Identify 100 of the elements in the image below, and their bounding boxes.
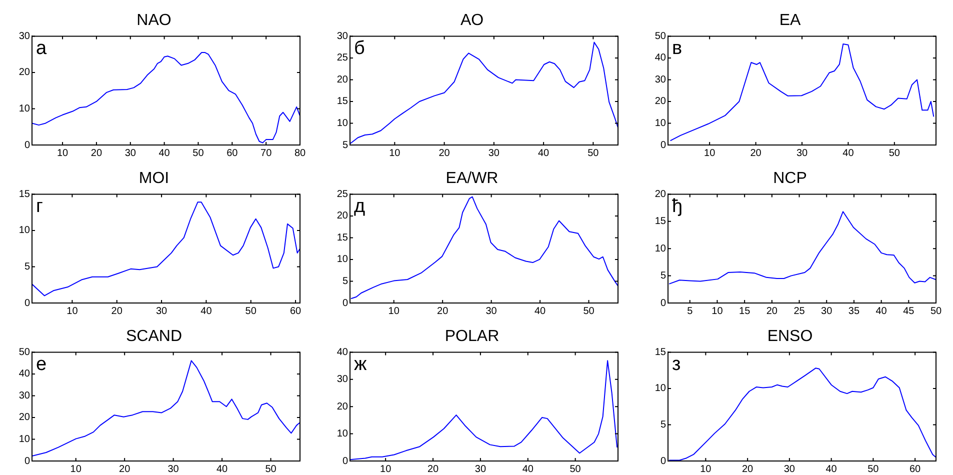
x-tick-label: 70 <box>260 148 272 159</box>
y-tick-label: 0 <box>660 298 666 309</box>
annotation: в <box>672 38 682 59</box>
x-tick-label: 10 <box>704 148 716 159</box>
y-tick-label: 15 <box>336 232 348 244</box>
annotation: а <box>36 38 47 59</box>
y-tick-label: 20 <box>336 210 348 222</box>
y-tick-label: 5 <box>24 261 30 272</box>
y-tick-label: 30 <box>336 30 348 42</box>
x-tick-label: 50 <box>888 148 900 159</box>
chart-title: NCP <box>773 170 807 188</box>
annotation: е <box>36 354 47 375</box>
x-tick-label: 45 <box>903 306 915 317</box>
x-tick-label: 40 <box>538 148 550 159</box>
x-tick-label: 20 <box>742 464 754 475</box>
x-tick-label: 20 <box>750 148 762 159</box>
annotation: з <box>672 354 681 375</box>
x-tick-label: 60 <box>290 306 302 317</box>
y-tick-label: 20 <box>336 401 348 412</box>
x-tick-label: 50 <box>192 148 204 159</box>
x-tick-label: 30 <box>784 464 796 475</box>
chart-title: MOI <box>138 170 170 188</box>
y-tick-label: 30 <box>18 390 30 402</box>
y-tick-label: 10 <box>654 118 666 129</box>
annotation: б <box>354 38 365 59</box>
chart-title: AO <box>460 12 484 30</box>
y-tick-label: 20 <box>336 74 348 86</box>
y-tick-label: 10 <box>18 434 30 445</box>
x-tick-label: 10 <box>712 306 724 317</box>
chart-title: NAO <box>136 12 172 30</box>
y-tick-label: 15 <box>18 188 30 200</box>
x-tick-label: 40 <box>534 306 546 317</box>
y-tick-label: 0 <box>660 456 666 467</box>
x-tick-label: 50 <box>570 464 582 475</box>
y-tick-label: 30 <box>654 74 666 86</box>
y-tick-label: 0 <box>24 140 30 151</box>
x-tick-label: 40 <box>200 306 212 317</box>
y-tick-label: 10 <box>336 118 348 129</box>
y-tick-label: 20 <box>654 96 666 108</box>
y-tick-label: 30 <box>336 374 348 386</box>
x-tick-label: 15 <box>739 306 751 317</box>
y-tick-label: 20 <box>18 412 30 424</box>
y-tick-label: 5 <box>342 276 348 287</box>
x-tick-label: 30 <box>124 148 136 159</box>
x-tick-label: 5 <box>687 306 694 317</box>
x-tick-label: 60 <box>910 464 922 475</box>
x-tick-label: 25 <box>794 306 806 317</box>
x-tick-label: 20 <box>111 306 123 317</box>
y-tick-label: 40 <box>18 368 30 380</box>
x-tick-label: 80 <box>294 148 306 159</box>
x-tick-label: 50 <box>245 306 257 317</box>
y-tick-label: 10 <box>18 103 30 114</box>
x-tick-label: 30 <box>796 148 808 159</box>
chart-title: EA/WR <box>446 170 498 188</box>
chart-title: ENSO <box>767 328 813 346</box>
x-tick-label: 10 <box>700 464 712 475</box>
y-tick-label: 10 <box>654 383 666 394</box>
y-tick-label: 10 <box>18 225 30 236</box>
y-tick-label: 10 <box>654 243 666 254</box>
y-tick-label: 15 <box>654 346 666 358</box>
x-tick-label: 20 <box>90 148 102 159</box>
y-tick-label: 50 <box>18 346 30 358</box>
x-tick-label: 40 <box>158 148 170 159</box>
y-tick-label: 15 <box>654 216 666 228</box>
x-tick-label: 10 <box>388 306 400 317</box>
annotation: г <box>36 196 43 217</box>
annotation: ж <box>354 354 367 375</box>
y-tick-label: 0 <box>342 298 348 309</box>
y-tick-label: 10 <box>336 254 348 266</box>
x-tick-label: 50 <box>583 306 595 317</box>
chart-title: POLAR <box>444 328 500 346</box>
y-tick-label: 5 <box>660 270 666 282</box>
annotation: д <box>354 196 366 217</box>
x-tick-label: 35 <box>848 306 860 317</box>
x-tick-label: 30 <box>168 464 180 475</box>
x-tick-label: 20 <box>119 464 131 475</box>
x-tick-label: 40 <box>216 464 228 475</box>
x-tick-label: 10 <box>380 464 392 475</box>
y-tick-label: 5 <box>342 140 348 151</box>
y-tick-label: 40 <box>654 52 666 64</box>
y-tick-label: 40 <box>336 346 348 358</box>
y-tick-label: 0 <box>660 140 666 151</box>
annotation: ђ <box>672 196 683 217</box>
y-tick-label: 25 <box>336 52 348 64</box>
x-tick-label: 30 <box>486 306 498 317</box>
x-tick-label: 50 <box>265 464 277 475</box>
x-tick-label: 10 <box>389 148 401 159</box>
y-tick-label: 20 <box>654 188 666 200</box>
y-tick-label: 0 <box>24 456 30 467</box>
x-tick-label: 20 <box>437 306 449 317</box>
x-tick-label: 40 <box>522 464 534 475</box>
x-tick-label: 10 <box>66 306 78 317</box>
x-tick-label: 40 <box>876 306 888 317</box>
x-tick-label: 30 <box>156 306 168 317</box>
x-tick-label: 30 <box>474 464 486 475</box>
chart-title: EA <box>779 12 801 30</box>
y-tick-label: 0 <box>342 456 348 467</box>
x-tick-label: 20 <box>438 148 450 159</box>
x-tick-label: 50 <box>868 464 880 475</box>
x-tick-label: 10 <box>56 148 69 159</box>
